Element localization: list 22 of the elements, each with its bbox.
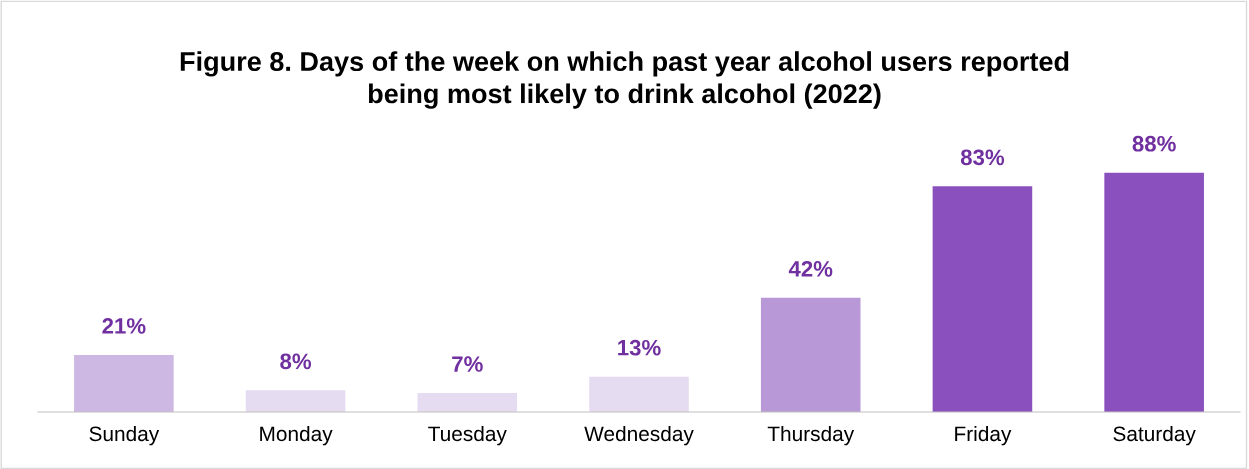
x-tick-label: Saturday (1113, 425, 1196, 446)
x-tick-label: Friday (955, 425, 1012, 446)
x-tick-label: Thursday (767, 425, 855, 446)
bar (1104, 172, 1204, 412)
x-tick-label: Sunday (89, 425, 160, 446)
data-label: 8% (280, 353, 312, 370)
data-label: 88% (1132, 135, 1176, 152)
data-label: 83% (960, 149, 1005, 166)
x-tick-label: Monday (260, 425, 333, 446)
data-label: 42% (788, 260, 833, 277)
bar (589, 376, 689, 412)
bar (74, 354, 174, 412)
data-label: 7% (452, 356, 483, 372)
x-tick-label: Wednesday (584, 425, 694, 446)
x-tick-label: Tuesday (428, 425, 507, 446)
data-label: 21% (102, 318, 146, 334)
bar (245, 390, 346, 412)
bar (932, 186, 1033, 412)
chart-title: Figure 8. Days of the week on which past year alcohol users reported being most likely to drink alcohol (2022) (180, 51, 1069, 109)
data-label: 13% (618, 339, 661, 356)
bar (760, 297, 861, 412)
bar (417, 392, 518, 412)
